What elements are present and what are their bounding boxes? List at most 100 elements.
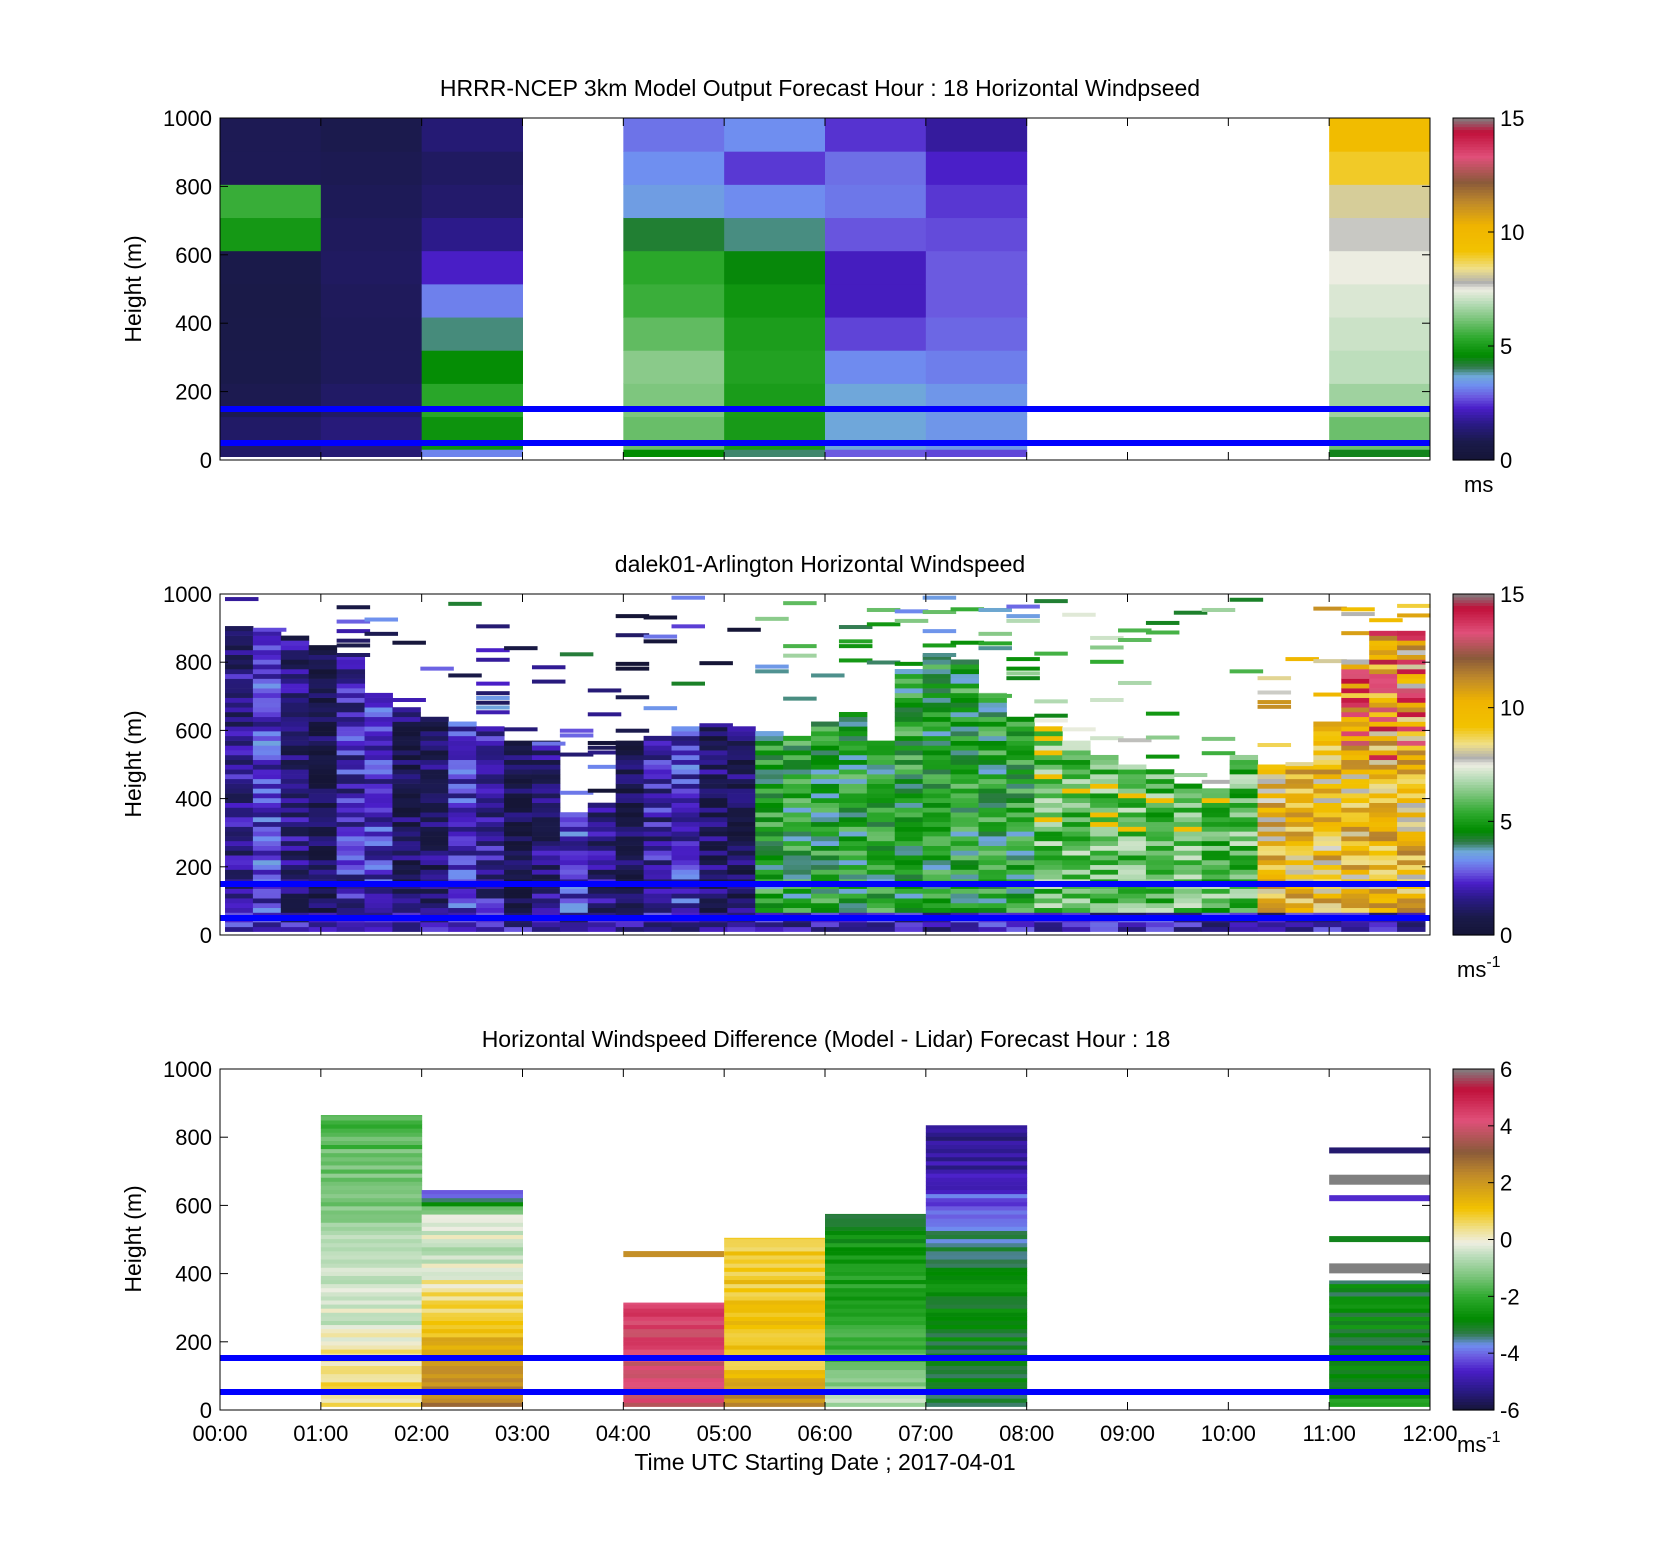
lidar-cell (950, 788, 979, 794)
lidar-cell (1145, 898, 1175, 904)
colorbar-swatch (1453, 611, 1494, 615)
difference-cell (623, 1345, 725, 1350)
lidar-cell (392, 716, 421, 722)
lidar-cell (1369, 678, 1398, 684)
lidar-cell (1229, 845, 1259, 851)
lidar-cell (504, 855, 533, 861)
lidar-cell (1034, 797, 1063, 803)
lidar-cell (280, 836, 310, 842)
lidar-cell (922, 769, 952, 775)
difference-cell (1329, 1316, 1431, 1321)
lidar-cell (1397, 836, 1426, 842)
lidar-cell (448, 731, 477, 737)
lidar-cell (643, 769, 673, 775)
lidar-cell (1369, 793, 1398, 799)
lidar-cell (1229, 764, 1259, 770)
lidar-cell (1034, 840, 1063, 846)
lidar-cell (922, 926, 952, 932)
lidar-cell (1285, 840, 1314, 846)
lidar-cell (1369, 788, 1398, 794)
lidar-cell (364, 750, 393, 756)
lidar-cell (504, 926, 533, 932)
lidar-cell (1006, 759, 1035, 765)
lidar-cell (392, 831, 421, 837)
colorbar-swatch (1453, 682, 1494, 686)
lidar-cell (1034, 783, 1063, 789)
lidar-cell (504, 922, 533, 928)
lidar-cell (504, 888, 533, 894)
lidar-cell (1006, 754, 1035, 761)
lidar-cell (1397, 826, 1426, 832)
lidar-cell (978, 707, 1007, 713)
lidar-cell (1006, 745, 1035, 751)
lidar-cell (866, 778, 896, 784)
lidar-cell (950, 821, 979, 827)
colorbar-swatch (1453, 257, 1494, 262)
lidar-cell (838, 716, 868, 722)
lidar-cell (308, 836, 338, 842)
lidar-cell (950, 711, 979, 718)
lidar-cell (504, 802, 533, 808)
difference-cell (825, 1337, 927, 1342)
model-cell (724, 283, 826, 318)
lidar-cell (783, 850, 812, 856)
difference-cell (320, 1136, 423, 1141)
lidar-cell (1034, 812, 1063, 818)
lidar-cell (308, 898, 338, 904)
colorbar-tick-label: 6 (1500, 1057, 1512, 1082)
difference-cell (320, 1337, 423, 1342)
lidar-cell (1118, 855, 1147, 861)
difference-cell (421, 1324, 523, 1330)
lidar-cell (1369, 664, 1398, 670)
lidar-cell (838, 721, 868, 727)
x-tick-label: 01:00 (293, 1421, 348, 1446)
colorbar-swatch (1453, 331, 1494, 336)
difference-cell (623, 1320, 725, 1326)
lidar-cell (894, 726, 924, 732)
lidar-cell (448, 797, 477, 803)
colorbar-swatch (1453, 673, 1494, 678)
lidar-cell (1313, 793, 1342, 799)
lidar-cell (950, 907, 979, 913)
colorbar-swatch (1453, 1407, 1494, 1411)
lidar-cell (1313, 855, 1342, 861)
lidar-cell (950, 797, 979, 803)
lidar-cell (783, 774, 812, 780)
lidar-cell (559, 840, 589, 846)
lidar-cell (755, 807, 784, 813)
lidar-cell (838, 740, 868, 746)
lidar-cell (1173, 850, 1203, 856)
lidar-cell (280, 840, 310, 846)
difference-cell (925, 1255, 1028, 1260)
lidar-streak (978, 693, 1012, 698)
lidar-cell (392, 745, 421, 751)
lidar-cell (643, 774, 673, 780)
lidar-cell (559, 869, 589, 875)
colorbar-swatch (1453, 363, 1494, 367)
lidar-cell (280, 893, 310, 899)
difference-cell (320, 1312, 423, 1317)
colorbar-swatch (1453, 1404, 1494, 1408)
model-cell (1329, 383, 1431, 418)
lidar-cell (336, 926, 366, 932)
lidar-cell (838, 893, 868, 899)
difference-cell (421, 1386, 523, 1391)
lidar-cell (894, 821, 924, 827)
lidar-cell (755, 850, 784, 856)
lidar-cell (1397, 640, 1426, 646)
lidar-cell (727, 797, 756, 803)
lidar-cell (671, 797, 700, 803)
colorbar-swatch (1453, 351, 1494, 356)
lidar-streak (727, 627, 761, 632)
x-tick-label: 10:00 (1201, 1421, 1256, 1446)
colorbar-swatch (1453, 206, 1494, 210)
difference-cell (320, 1169, 423, 1174)
difference-cell (320, 1377, 423, 1383)
lidar-cell (811, 864, 840, 870)
lidar-cell (364, 907, 393, 913)
lidar-cell (699, 831, 728, 837)
lidar-cell (922, 797, 952, 803)
lidar-cell (364, 735, 393, 741)
lidar-cell (615, 754, 645, 761)
lidar-cell (1341, 726, 1370, 732)
